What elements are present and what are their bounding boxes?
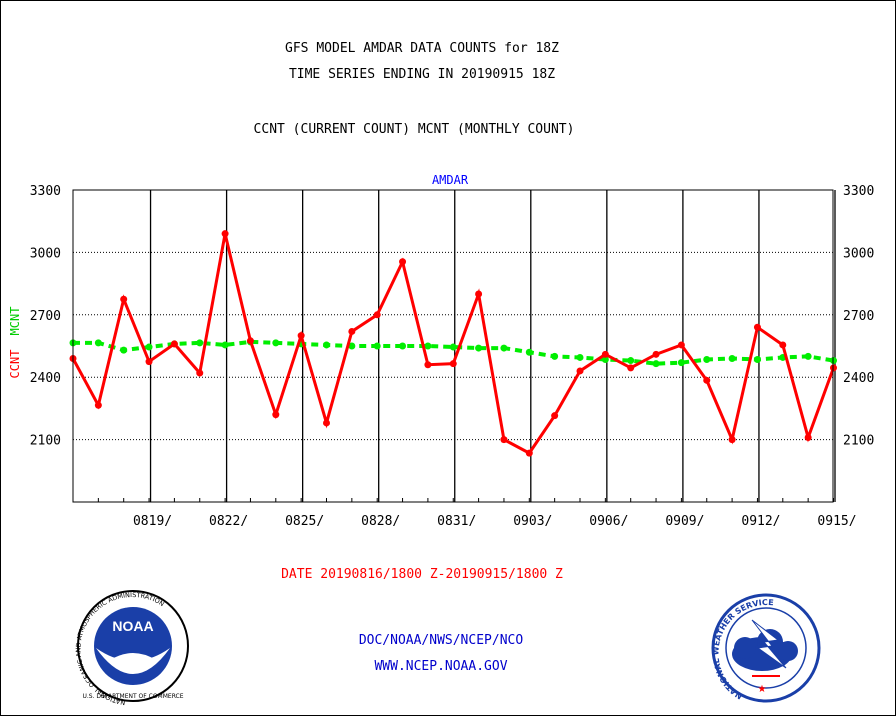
plot-border <box>72 189 834 503</box>
point-ccnt <box>272 411 280 419</box>
y-tick-label-left: 2100 <box>30 434 61 449</box>
date-range-label: DATE 20190816/1800 Z-20190915/1800 Z <box>281 567 563 582</box>
chart-title-line2: TIME SERIES ENDING IN 20190915 18Z <box>289 67 555 82</box>
point-ccnt <box>94 401 102 409</box>
y-tick-label-left: 3000 <box>30 246 61 261</box>
point-ccnt <box>120 295 128 303</box>
point-ccnt <box>804 434 812 442</box>
y-axis-label-ccnt: CCNT <box>8 350 22 379</box>
point-ccnt <box>221 230 229 238</box>
point-mcnt <box>94 339 102 347</box>
point-mcnt <box>753 356 761 364</box>
point-mcnt <box>728 354 736 362</box>
point-ccnt <box>779 341 787 349</box>
y-axis-ticks: 2100 2100 2400 2400 2700 2700 3000 3000 3300 3300 <box>30 184 875 449</box>
point-mcnt <box>703 356 711 364</box>
x-tick-label: 0903/ <box>513 514 552 529</box>
y-axis-label-mcnt: MCNT <box>8 307 22 336</box>
point-mcnt <box>551 352 559 360</box>
point-ccnt <box>449 360 457 368</box>
point-ccnt <box>525 449 533 457</box>
point-ccnt <box>601 350 609 358</box>
point-ccnt <box>246 337 254 345</box>
point-mcnt <box>804 352 812 360</box>
point-mcnt <box>652 360 660 368</box>
nws-logo: NATIONAL WEATHER SERVICE ★ <box>711 593 821 703</box>
point-ccnt <box>652 350 660 358</box>
point-mcnt <box>525 348 533 356</box>
x-tick-label: 0909/ <box>665 514 704 529</box>
point-ccnt <box>196 369 204 377</box>
point-ccnt <box>728 436 736 444</box>
point-ccnt <box>703 376 711 384</box>
point-ccnt <box>348 327 356 335</box>
point-ccnt <box>373 311 381 319</box>
noaa-ring-bottom-text: U.S. DEPARTMENT OF COMMERCE <box>82 693 183 700</box>
y-tick-label-left: 2400 <box>30 371 61 386</box>
point-ccnt <box>576 367 584 375</box>
x-axis-ticks: 0819/0822/0825/0828/0831/0903/0906/0909/… <box>72 498 857 529</box>
y-tick-label-right: 2100 <box>843 434 874 449</box>
point-mcnt <box>373 342 381 350</box>
point-mcnt <box>272 339 280 347</box>
noaa-logo-text: NOAA <box>112 618 153 634</box>
org-link[interactable]: DOC/NOAA/NWS/NCEP/NCO <box>359 633 524 648</box>
point-mcnt <box>399 342 407 350</box>
series-line-ccnt <box>71 233 835 456</box>
point-ccnt <box>500 436 508 444</box>
point-mcnt <box>221 341 229 349</box>
website-link[interactable]: WWW.NCEP.NOAA.GOV <box>374 659 507 674</box>
point-ccnt <box>627 364 635 372</box>
point-mcnt <box>576 353 584 361</box>
point-mcnt <box>196 339 204 347</box>
point-mcnt <box>145 343 153 351</box>
point-ccnt <box>323 419 330 427</box>
x-tick-label: 0822/ <box>209 514 248 529</box>
point-ccnt <box>399 258 407 266</box>
plot-series <box>69 230 837 457</box>
point-mcnt <box>424 342 432 350</box>
point-mcnt <box>627 357 635 365</box>
point-mcnt <box>449 343 457 351</box>
point-ccnt <box>170 340 178 348</box>
chart-title-line1: GFS MODEL AMDAR DATA COUNTS for 18Z <box>285 41 559 56</box>
point-mcnt <box>500 344 508 352</box>
point-ccnt <box>145 358 153 366</box>
x-tick-label: 0828/ <box>361 514 400 529</box>
point-ccnt <box>677 341 685 349</box>
y-tick-label-right: 2700 <box>843 309 874 324</box>
x-tick-label: 0819/ <box>133 514 172 529</box>
noaa-logo: NOAA NATIONAL OCEANIC AND ATMOSPHERIC AD… <box>74 590 189 707</box>
point-mcnt <box>120 346 128 354</box>
nws-star-icon: ★ <box>758 684 767 695</box>
x-tick-label: 0915/ <box>817 514 856 529</box>
point-mcnt <box>677 359 685 367</box>
point-ccnt <box>551 412 559 420</box>
x-tick-label: 0831/ <box>437 514 476 529</box>
chart-subtitle: CCNT (CURRENT COUNT) MCNT (MONTHLY COUNT… <box>254 122 575 137</box>
point-mcnt <box>323 341 330 349</box>
point-mcnt <box>348 342 356 350</box>
x-tick-label: 0912/ <box>741 514 780 529</box>
x-tick-label: 0906/ <box>589 514 628 529</box>
point-ccnt <box>753 323 761 331</box>
point-mcnt <box>475 344 483 352</box>
panel-label: AMDAR <box>432 173 469 187</box>
x-tick-label: 0825/ <box>285 514 324 529</box>
point-mcnt <box>601 356 609 364</box>
y-axis-label: CCNT MCNT <box>8 307 22 379</box>
y-tick-label-right: 3300 <box>843 184 874 199</box>
y-tick-label-left: 3300 <box>30 184 61 199</box>
y-tick-label-left: 2700 <box>30 309 61 324</box>
point-ccnt <box>297 332 305 340</box>
point-ccnt <box>475 290 483 298</box>
y-tick-label-right: 3000 <box>843 246 874 261</box>
y-tick-label-right: 2400 <box>843 371 874 386</box>
point-ccnt <box>424 361 432 369</box>
